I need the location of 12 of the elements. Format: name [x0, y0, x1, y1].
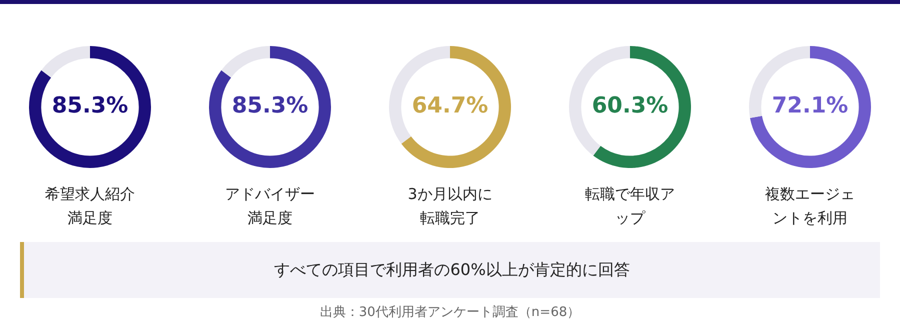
data-label: 64.7%	[412, 94, 488, 119]
text: すべての項目で利用者の60%以上が肯定的に回答	[20, 242, 880, 298]
data-label: 85.3%	[232, 94, 308, 119]
source-note: 出典：30代利用者アンケート調査（n=68）	[318, 304, 582, 321]
text: 希望求人紹介満足度	[44, 184, 136, 229]
data-label: 60.3%	[592, 94, 668, 119]
data-label: 85.3%	[52, 94, 128, 119]
data-label: 72.1%	[772, 94, 848, 119]
text: アドバイザー満足度	[224, 184, 316, 229]
text: 3か月以内に転職完了	[406, 184, 494, 229]
text: 転職で年収アップ	[584, 184, 676, 229]
text: 複数エージェントを利用	[764, 184, 856, 229]
